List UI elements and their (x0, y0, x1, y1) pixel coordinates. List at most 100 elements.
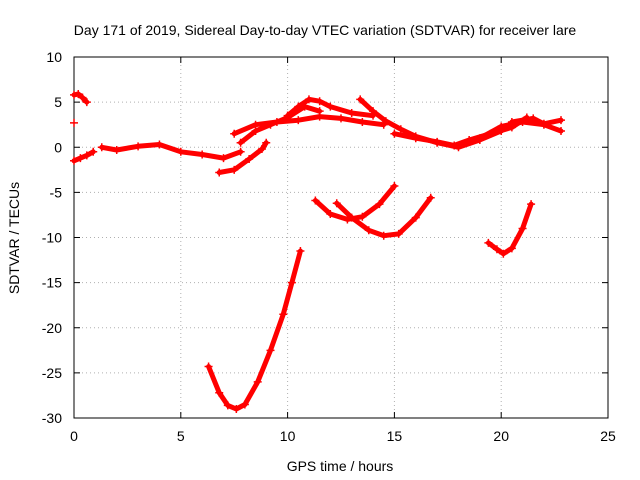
data-point (176, 147, 185, 156)
data-point (426, 193, 435, 202)
data-point (272, 117, 281, 126)
data-point (198, 150, 207, 159)
data-point (390, 129, 399, 138)
data-point (236, 147, 245, 156)
data-point (539, 119, 548, 128)
data-point (294, 116, 303, 125)
data-point (82, 98, 91, 107)
x-tick-label: 20 (493, 428, 509, 444)
series-arc-15 (484, 200, 536, 258)
series-arc-16 (204, 247, 305, 413)
y-tick-label: 5 (54, 94, 62, 110)
data-point (497, 122, 506, 131)
data-point (294, 102, 303, 111)
series-arc-6 (230, 112, 388, 138)
data-point (74, 90, 83, 99)
data-point (557, 116, 566, 125)
data-point (230, 129, 239, 138)
data-point (251, 120, 260, 129)
data-point (76, 154, 85, 163)
data-point (347, 108, 356, 117)
series-arc-14 (332, 193, 435, 240)
data-point (326, 102, 335, 111)
data-point (230, 165, 239, 174)
data-point (433, 137, 442, 146)
data-point (332, 199, 341, 208)
data-point (499, 249, 508, 258)
data-point (369, 107, 378, 116)
data-point (204, 362, 213, 371)
data-point (492, 245, 501, 254)
data-point (315, 97, 324, 106)
x-tick-label: 10 (280, 428, 296, 444)
data-point (527, 200, 536, 209)
data-point (283, 111, 292, 120)
data-point (279, 310, 288, 319)
series-arc-8 (283, 95, 378, 120)
data-point (507, 244, 516, 253)
data-point (484, 238, 493, 247)
data-point (215, 168, 224, 177)
data-point (240, 400, 249, 409)
data-point (70, 90, 78, 99)
data-point (266, 346, 275, 355)
data-point (465, 136, 474, 145)
data-point (78, 93, 87, 102)
data-point (215, 388, 224, 397)
y-tick-label: -25 (42, 365, 62, 381)
data-point (232, 404, 241, 413)
y-axis-label: SDTVAR / TECUs (6, 182, 22, 294)
data-point (411, 213, 420, 222)
y-tick-label: -5 (50, 184, 63, 200)
series-arc-1 (70, 90, 91, 107)
series-arc-2 (70, 147, 98, 165)
series-line (206, 248, 303, 412)
series-line (509, 115, 564, 127)
x-tick-label: 25 (600, 428, 616, 444)
data-point (347, 213, 356, 222)
x-tick-label: 15 (387, 428, 403, 444)
y-tick-label: 10 (46, 49, 62, 65)
y-tick-label: 0 (54, 139, 62, 155)
series-arc-7 (215, 138, 271, 177)
data-point (70, 118, 78, 127)
data-point (253, 377, 262, 386)
data-point (358, 212, 367, 221)
data-point (390, 182, 399, 191)
axis-ticks: 0 5 10 15 20 25 -30 -25 -20 -15 -10 -5 0 5 10 (42, 49, 616, 444)
y-tick-label: -30 (42, 410, 62, 426)
data-point (375, 200, 384, 209)
data-point (155, 140, 164, 149)
series-arc-3 (70, 118, 78, 127)
data-point (134, 142, 143, 151)
data-point (97, 143, 106, 152)
data-point (475, 134, 484, 143)
data-point (518, 224, 527, 233)
x-tick-label: 0 (70, 428, 78, 444)
data-point (381, 117, 390, 126)
data-point (356, 95, 365, 104)
data-point (245, 154, 254, 163)
data-point (112, 145, 121, 154)
data-point (296, 247, 305, 256)
data-point (529, 114, 538, 123)
data-point (450, 141, 459, 150)
data-point (82, 151, 91, 160)
data-point (304, 95, 313, 104)
series-arc-4 (97, 140, 245, 163)
data-point (394, 229, 403, 238)
data-point (287, 278, 296, 287)
data-point (262, 138, 271, 147)
data-point (337, 114, 345, 123)
data-point (379, 231, 388, 240)
y-tick-label: -20 (42, 320, 62, 336)
data-point (219, 154, 228, 163)
data-point (70, 156, 78, 165)
x-axis-label: GPS time / hours (287, 458, 394, 474)
data-point (507, 117, 516, 126)
data-point (223, 401, 232, 410)
series-arc-12 (507, 114, 566, 128)
data-point (557, 127, 566, 136)
